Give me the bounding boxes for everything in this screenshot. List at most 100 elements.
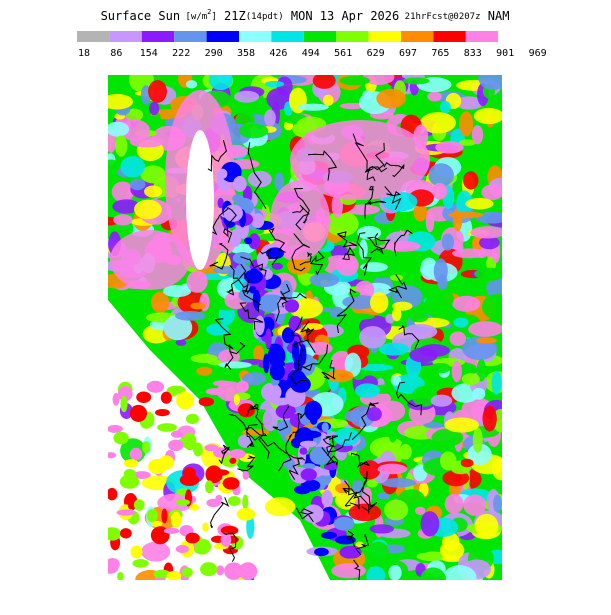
field-blob	[472, 427, 483, 453]
color-swatch	[433, 31, 466, 42]
ocean-blob	[132, 471, 151, 479]
field-blob	[185, 80, 198, 89]
contour-line	[278, 433, 293, 472]
ocean-blob	[180, 390, 188, 408]
field-blob	[432, 182, 448, 200]
color-swatch	[77, 31, 110, 42]
color-swatch	[368, 31, 401, 42]
field-blob	[474, 513, 499, 539]
field-blob	[362, 75, 395, 85]
field-blob	[213, 265, 236, 275]
ocean-blob	[153, 569, 171, 579]
contour-line	[336, 231, 358, 248]
field-blob	[467, 443, 492, 466]
contour-line	[342, 246, 355, 261]
field-blob	[425, 211, 435, 233]
field-blob	[471, 235, 483, 252]
ocean-blob	[167, 385, 186, 394]
field-blob	[384, 499, 409, 521]
contour-line	[218, 444, 230, 465]
terrain-blob	[299, 440, 317, 448]
field-blob	[113, 214, 133, 226]
field-blob	[175, 339, 187, 346]
color-swatch	[109, 31, 142, 42]
title-part: 21hrFcst@0207z	[399, 12, 480, 22]
ocean-blob	[202, 522, 209, 533]
ocean-blob	[123, 459, 139, 468]
field-blob	[474, 267, 502, 280]
contour-line	[353, 559, 361, 580]
ocean-blob	[220, 532, 232, 547]
ocean-blob	[155, 408, 170, 417]
field-blob	[420, 511, 440, 537]
contour-line	[275, 283, 291, 322]
contour-line	[295, 507, 315, 523]
terrain-blob	[256, 251, 269, 268]
contour-line	[291, 233, 310, 272]
contour-line	[212, 206, 229, 236]
field-blob	[468, 321, 502, 337]
field-blob	[406, 535, 418, 543]
field-blob	[196, 366, 213, 376]
ocean-blob	[237, 403, 256, 418]
terrain-blob	[281, 327, 295, 344]
field-blob	[247, 170, 272, 188]
field-blob	[439, 540, 465, 561]
color-swatch	[401, 31, 434, 42]
ocean-blob	[133, 499, 145, 511]
contour-line	[364, 200, 387, 220]
contour-line	[355, 534, 369, 556]
field-blob	[218, 361, 252, 369]
contour-line	[322, 435, 339, 448]
field-blob	[415, 506, 426, 515]
ocean-blob	[113, 431, 129, 445]
ocean-blob	[204, 480, 214, 494]
contour-line	[384, 186, 402, 210]
field-blob	[431, 428, 464, 447]
field-blob	[456, 190, 473, 217]
field-blob	[336, 254, 359, 277]
field-blob	[151, 111, 161, 129]
title-part: 2	[207, 8, 211, 16]
field-blob	[439, 100, 451, 114]
field-blob	[333, 427, 360, 447]
field-blob	[451, 360, 462, 383]
field-blob	[233, 90, 260, 103]
contour-line	[239, 302, 264, 330]
terrain-blob	[263, 353, 270, 374]
field-blob	[476, 358, 487, 382]
field-blob	[134, 199, 162, 220]
contour-line	[342, 488, 360, 510]
contour-line	[226, 263, 247, 296]
contour-line	[299, 251, 313, 266]
field-blob	[296, 103, 329, 111]
field-blob	[491, 457, 502, 481]
ocean-blob	[175, 545, 189, 554]
field-blob	[377, 463, 408, 475]
terrain-blob	[244, 237, 253, 245]
title-part: MON 13 Apr 2026	[284, 9, 400, 23]
contour-line	[223, 532, 237, 562]
colorbar-label: 561	[334, 48, 352, 59]
contour-line	[299, 320, 316, 354]
field-blob	[108, 93, 133, 110]
field-blob	[111, 181, 134, 203]
ocean-blob	[108, 487, 118, 501]
colorbar-label: 765	[431, 48, 449, 59]
terrain-blob	[291, 341, 300, 363]
ocean-blob	[185, 532, 200, 544]
field-blob	[435, 141, 464, 154]
field-blob	[331, 563, 366, 579]
field-blob	[423, 422, 444, 429]
colorbar-label: 494	[302, 48, 320, 59]
terrain-blob	[284, 299, 300, 313]
field-blob	[262, 408, 278, 432]
ocean-blob	[117, 571, 124, 580]
field-blob	[325, 369, 354, 383]
title-part: [w/m	[180, 12, 207, 22]
ocean-blob	[170, 430, 184, 438]
ocean-blob	[160, 391, 172, 404]
field-blob	[129, 178, 146, 191]
field-blob	[460, 458, 474, 468]
field-zone	[110, 230, 190, 290]
